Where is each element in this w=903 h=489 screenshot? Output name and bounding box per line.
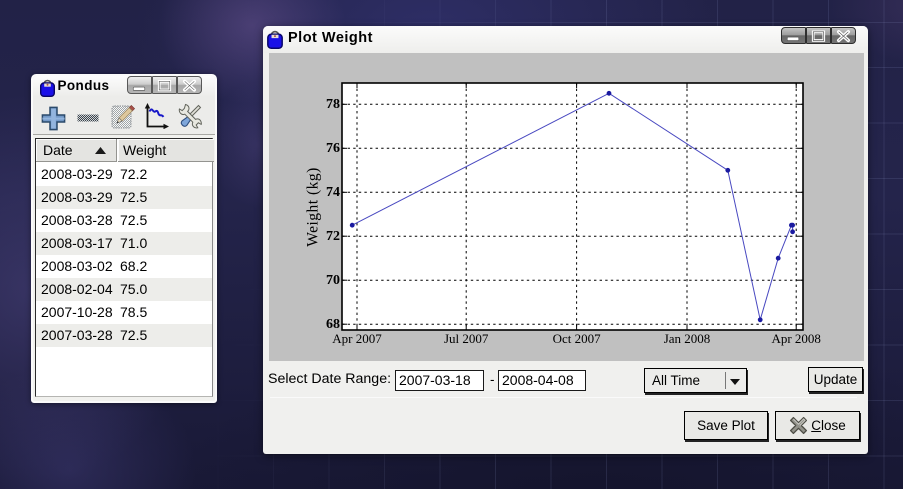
svg-text:Apr 2008: Apr 2008 (771, 331, 820, 346)
svg-text:Jan 2008: Jan 2008 (664, 331, 711, 346)
svg-text:78: 78 (326, 97, 340, 112)
svg-text:68: 68 (326, 317, 340, 332)
svg-text:Weight (kg): Weight (kg) (305, 167, 322, 247)
svg-text:70: 70 (326, 273, 340, 288)
svg-text:Apr 2007: Apr 2007 (332, 331, 382, 346)
svg-text:Jul 2007: Jul 2007 (444, 331, 489, 346)
svg-text:Oct 2007: Oct 2007 (553, 331, 602, 346)
svg-text:74: 74 (326, 185, 340, 200)
svg-text:76: 76 (326, 141, 340, 156)
svg-text:72: 72 (326, 229, 340, 244)
